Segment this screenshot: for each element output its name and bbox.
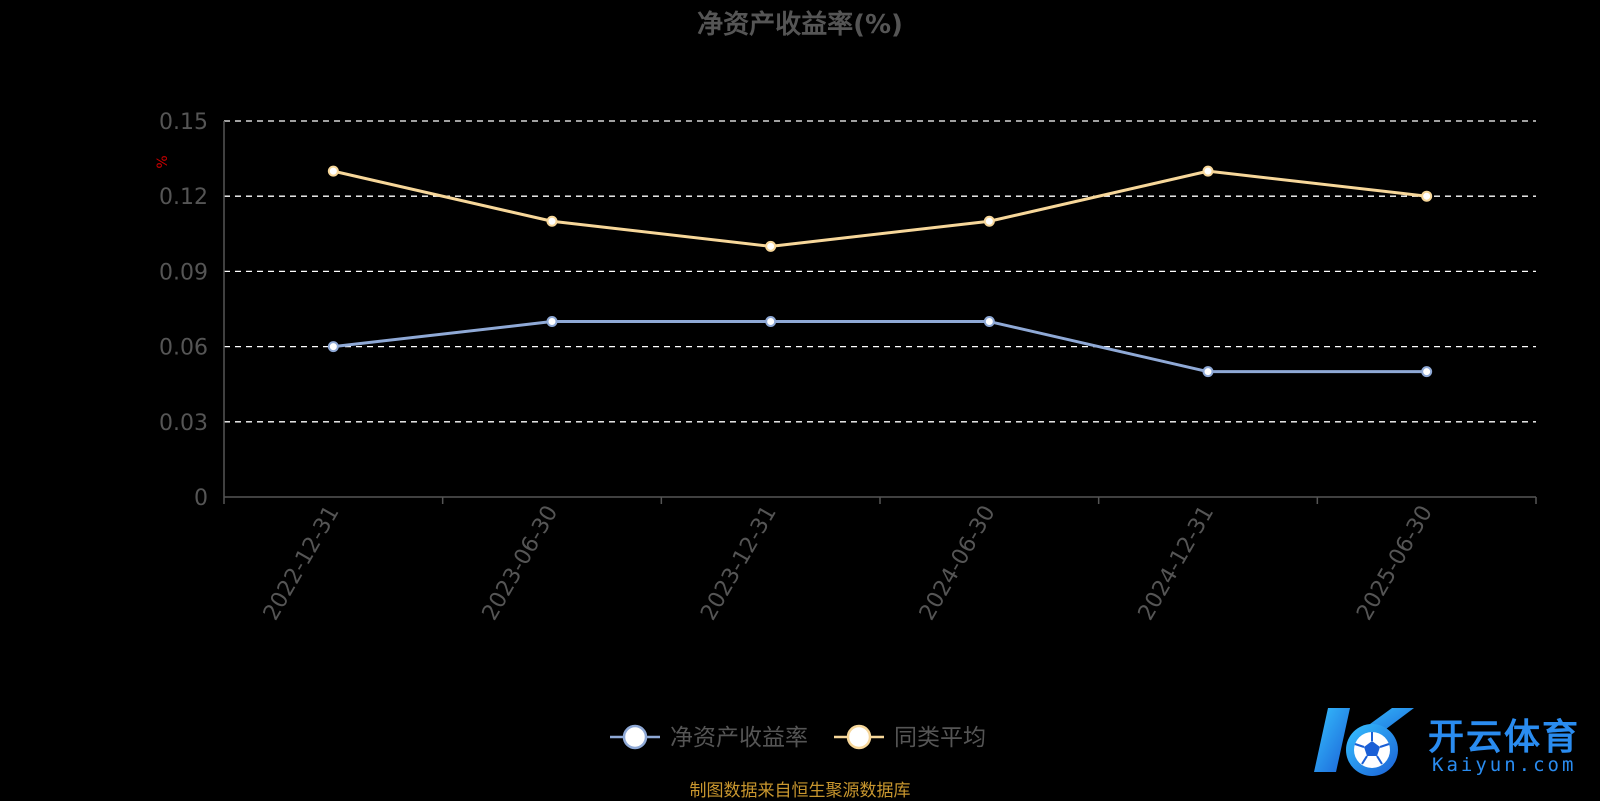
data-point[interactable] <box>327 341 339 353</box>
grid-lines <box>224 120 1536 423</box>
data-point[interactable] <box>327 165 339 177</box>
watermark-logo: 开云体育 Kaiyun.com <box>1310 700 1590 790</box>
series-line-0 <box>333 320 1427 374</box>
data-point[interactable] <box>983 316 995 328</box>
data-point[interactable] <box>765 316 777 328</box>
chart-title: 净资产收益率(%) <box>697 9 903 40</box>
data-point[interactable] <box>983 215 995 227</box>
legend-marker-icon <box>622 724 648 750</box>
axes <box>223 121 1537 504</box>
x-tick-label: 2023-12-31 <box>696 502 782 625</box>
data-point[interactable] <box>765 240 777 252</box>
y-tick-label: 0 <box>194 486 208 511</box>
y-tick-label: 0.15 <box>159 110 208 135</box>
x-tick-label: 2024-12-31 <box>1134 502 1220 625</box>
y-tick-label: 0.03 <box>159 411 208 436</box>
y-tick-label: 0.09 <box>159 260 208 285</box>
soccer-ball-logo-icon <box>1314 708 1414 776</box>
x-tick-label: 2025-06-30 <box>1352 502 1438 625</box>
data-point[interactable] <box>1421 190 1433 202</box>
x-tick-label: 2022-12-31 <box>259 502 345 625</box>
legend-label: 净资产收益率 <box>670 725 808 751</box>
data-source-note: 制图数据来自恒生聚源数据库 <box>689 781 911 801</box>
y-tick-label: 0.12 <box>159 185 208 210</box>
legend-label: 同类平均 <box>894 725 986 751</box>
series-line-1 <box>332 169 1427 248</box>
brand-name-cn: 开云体育 <box>1428 717 1581 758</box>
series <box>327 165 1433 378</box>
y-tick-label: 0.06 <box>159 336 208 361</box>
data-point[interactable] <box>1202 165 1214 177</box>
data-point[interactable] <box>1421 366 1433 378</box>
brand-name-en: Kaiyun.com <box>1432 754 1577 776</box>
legend-item[interactable]: 同类平均 <box>834 724 986 751</box>
x-tick-label: 2024-06-30 <box>915 501 1001 624</box>
data-point[interactable] <box>546 316 558 328</box>
x-tick-label: 2023-06-30 <box>478 502 564 625</box>
y-axis-unit-label: % <box>155 155 171 168</box>
data-point[interactable] <box>1202 366 1214 378</box>
data-point[interactable] <box>546 215 558 227</box>
legend[interactable]: 净资产收益率 同类平均 <box>610 724 986 751</box>
legend-item[interactable]: 净资产收益率 <box>610 724 808 751</box>
legend-marker-icon <box>846 724 872 750</box>
y-tick-labels: 0 0.03 0.06 0.09 0.12 0.15 <box>159 110 208 511</box>
x-tick-labels: 2022-12-31 2023-06-30 2023-12-31 2024-06-30… <box>259 501 1438 624</box>
